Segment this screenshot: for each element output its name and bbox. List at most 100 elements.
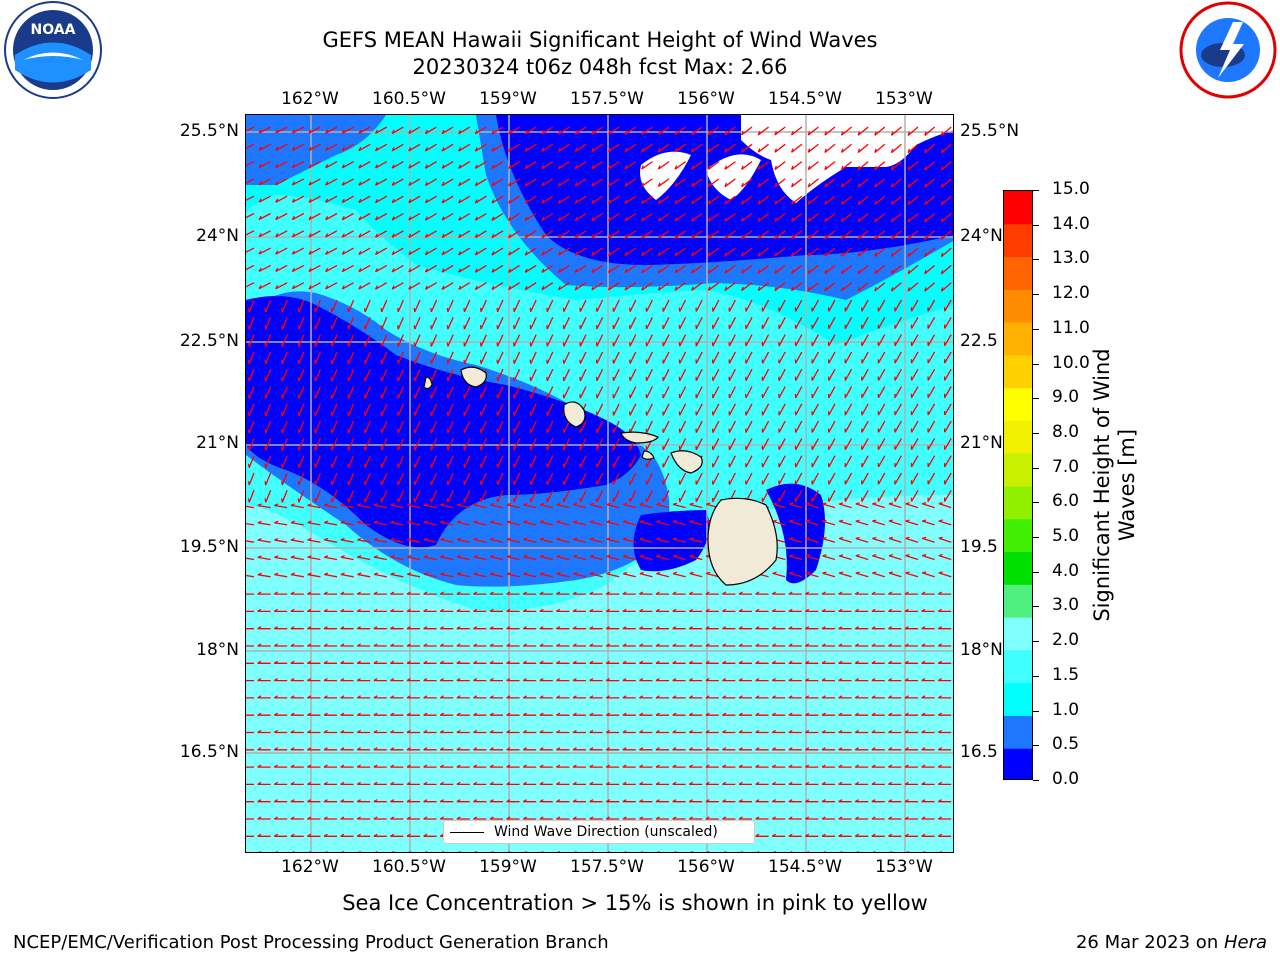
wave-arrow <box>406 660 420 664</box>
wave-arrow <box>330 351 338 365</box>
lon-label-top: 162°W <box>281 89 339 109</box>
wave-arrow <box>907 213 919 223</box>
wave-arrow <box>529 334 537 347</box>
wave-arrow <box>257 712 271 716</box>
wave-arrow <box>247 334 255 347</box>
wave-arrow <box>589 695 603 699</box>
wave-arrow <box>874 178 886 188</box>
wave-arrow <box>838 781 852 786</box>
wave-arrow <box>937 626 952 630</box>
wave-arrow <box>413 438 421 451</box>
colorbar-band <box>1004 617 1032 651</box>
wave-arrow <box>541 178 554 187</box>
wave-arrow <box>827 455 836 468</box>
wave-arrow <box>529 317 537 330</box>
wave-arrow <box>458 850 461 852</box>
wave-arrow <box>373 626 387 630</box>
wave-arrow <box>622 677 636 682</box>
wave-arrow <box>740 850 743 852</box>
wave-arrow <box>823 850 826 852</box>
wave-arrow <box>595 299 604 312</box>
wave-arrow <box>657 282 670 291</box>
nws-logo <box>1178 0 1278 100</box>
wave-arrow <box>940 282 952 292</box>
colorbar-band <box>1004 322 1032 356</box>
wave-arrow <box>556 572 570 578</box>
wave-arrow <box>778 420 786 433</box>
wave-arrow <box>773 850 776 852</box>
colorbar-band <box>1004 486 1032 520</box>
colorbar-tick-label: 7.0 <box>1052 456 1080 477</box>
wave-arrow <box>657 247 670 257</box>
wave-arrow <box>291 195 305 203</box>
wave-arrow <box>705 660 719 664</box>
wave-arrow <box>861 472 869 485</box>
wave-arrow <box>557 161 570 170</box>
wave-arrow <box>572 747 586 751</box>
wave-arrow <box>629 472 637 485</box>
wave-arrow <box>489 677 503 682</box>
wave-arrow <box>374 264 388 273</box>
wave-arrow <box>937 695 952 699</box>
wave-arrow <box>888 833 902 837</box>
wave-arrow <box>622 608 636 613</box>
wave-arrow <box>247 490 255 503</box>
wave-arrow <box>927 351 936 364</box>
wave-arrow <box>556 608 570 613</box>
wave-arrow <box>624 247 637 257</box>
wave-arrow <box>489 643 503 647</box>
wave-arrow <box>771 626 786 630</box>
wave-arrow <box>323 608 337 613</box>
wave-arrow <box>439 591 454 595</box>
wave-arrow <box>291 126 305 134</box>
wave-arrow <box>246 195 255 202</box>
wave-arrow <box>463 299 471 313</box>
islands <box>423 366 778 586</box>
wave-arrow <box>824 212 836 223</box>
wave-arrow <box>358 230 371 238</box>
wave-arrow <box>888 816 902 820</box>
wave-arrow <box>430 386 438 399</box>
wave-arrow <box>606 571 620 578</box>
wave-arrow <box>522 764 537 768</box>
wave-arrow <box>772 502 786 509</box>
wave-arrow <box>441 282 454 290</box>
wave-arrow <box>894 299 902 312</box>
wave-arrow <box>273 729 288 734</box>
wave-arrow <box>524 126 537 135</box>
wave-arrow <box>390 520 404 526</box>
wave-arrow <box>390 677 404 682</box>
wave-arrow <box>657 850 660 852</box>
wave-arrow <box>441 212 454 221</box>
wave-arrow <box>463 472 471 486</box>
wave-arrow <box>473 502 487 509</box>
wave-arrow <box>308 247 321 255</box>
wave-arrow <box>755 608 769 613</box>
wave-arrow <box>430 438 438 451</box>
wave-arrow <box>406 729 420 734</box>
wave-arrow <box>691 161 703 170</box>
wave-arrow <box>811 472 819 485</box>
wave-arrow <box>639 660 653 664</box>
wave-arrow <box>854 660 869 664</box>
wave-arrow <box>657 143 670 153</box>
wave-arrow <box>943 299 952 312</box>
wave-arrow <box>711 472 720 485</box>
wave-arrow <box>297 317 305 330</box>
wave-arrow <box>522 816 537 820</box>
wave-arrow <box>579 299 587 312</box>
wave-arrow <box>380 351 388 365</box>
wave-arrow <box>506 816 520 820</box>
wave-arrow <box>456 799 470 803</box>
wave-arrow <box>788 626 802 630</box>
wave-arrow <box>330 420 338 434</box>
wave-arrow <box>827 489 836 503</box>
wave-arrow <box>508 126 520 135</box>
wave-arrow <box>307 591 321 595</box>
wave-arrow <box>347 420 355 434</box>
wave-arrow <box>707 143 720 153</box>
wave-arrow <box>705 799 719 803</box>
wave-arrow <box>778 438 786 451</box>
wave-arrow <box>539 643 553 647</box>
wave-arrow <box>579 472 587 485</box>
